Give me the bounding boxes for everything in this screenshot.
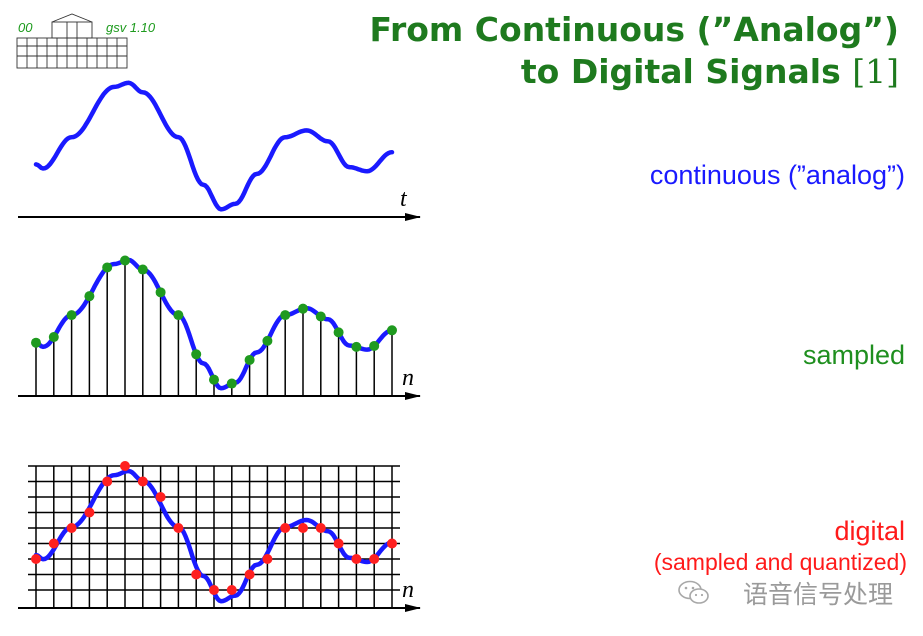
label-digital: digital — [834, 516, 905, 546]
title-line-2: to Digital Signals [1] — [521, 50, 899, 94]
title-reference: [1] — [852, 52, 899, 91]
label-sampled: sampled — [802, 340, 905, 370]
digital-panel — [18, 461, 421, 612]
label-sampled-and-quantized: (sampled and quantized) — [653, 549, 907, 575]
sample-point — [262, 335, 273, 346]
sample-point — [48, 332, 59, 343]
quantized-points — [31, 461, 397, 595]
sample-point — [84, 291, 95, 302]
sample-point — [66, 310, 77, 321]
axis-label-n-sampled: n — [402, 365, 414, 391]
title-line-1: From Continuous (”Analog”) — [369, 10, 899, 49]
axis-label-n-digital: n — [402, 577, 414, 603]
watermark-text: 语音信号处理 — [742, 580, 893, 609]
sample-point — [209, 374, 219, 385]
quantized-point — [280, 523, 291, 533]
sample-stems — [35, 260, 393, 396]
quantized-point — [102, 476, 113, 487]
sample-point — [315, 311, 326, 322]
quantized-point — [137, 476, 148, 487]
sample-point — [102, 262, 113, 273]
quantized-point — [226, 585, 237, 595]
wechat-icon — [678, 580, 709, 604]
sample-point — [244, 354, 255, 365]
quantized-point — [315, 523, 326, 533]
sampled-panel — [18, 255, 421, 400]
quantized-point — [369, 554, 380, 564]
sample-points — [31, 255, 397, 389]
quantized-point — [262, 554, 273, 564]
quantized-point — [155, 492, 166, 502]
quantized-point — [244, 569, 255, 580]
sample-point — [137, 264, 148, 275]
quantized-point — [351, 554, 362, 564]
quantization-grid — [28, 465, 400, 608]
sample-point — [173, 310, 184, 321]
logo-version-text: gsv 1.10 — [106, 20, 156, 35]
sample-point — [333, 327, 344, 338]
building-icon — [16, 13, 128, 69]
sample-point — [120, 255, 130, 266]
quantized-point — [298, 523, 308, 533]
quantized-point — [191, 569, 202, 580]
quantized-point — [173, 523, 184, 533]
sample-point — [280, 310, 291, 321]
sample-point — [191, 349, 202, 360]
sample-point — [387, 325, 397, 336]
quantized-point — [387, 538, 397, 549]
axis-label-t: t — [400, 186, 407, 212]
sample-point — [31, 337, 41, 348]
sample-point — [369, 340, 380, 351]
sample-point — [351, 341, 362, 352]
sample-point — [226, 378, 237, 389]
continuous-signal-curve — [33, 80, 395, 212]
quantized-point — [333, 538, 344, 549]
quantized-point — [31, 554, 41, 564]
quantized-point — [66, 523, 77, 533]
quantized-point — [120, 461, 130, 471]
title-line-2-text: to Digital Signals — [520, 52, 841, 91]
label-continuous: continuous (”analog”) — [649, 160, 905, 190]
continuous-panel — [18, 80, 421, 221]
quantized-point — [84, 507, 95, 518]
sample-point — [298, 303, 308, 314]
sample-point — [155, 287, 166, 298]
logo-left-text: 00 — [18, 20, 33, 35]
quantized-point — [209, 585, 219, 595]
quantized-point — [48, 538, 59, 549]
